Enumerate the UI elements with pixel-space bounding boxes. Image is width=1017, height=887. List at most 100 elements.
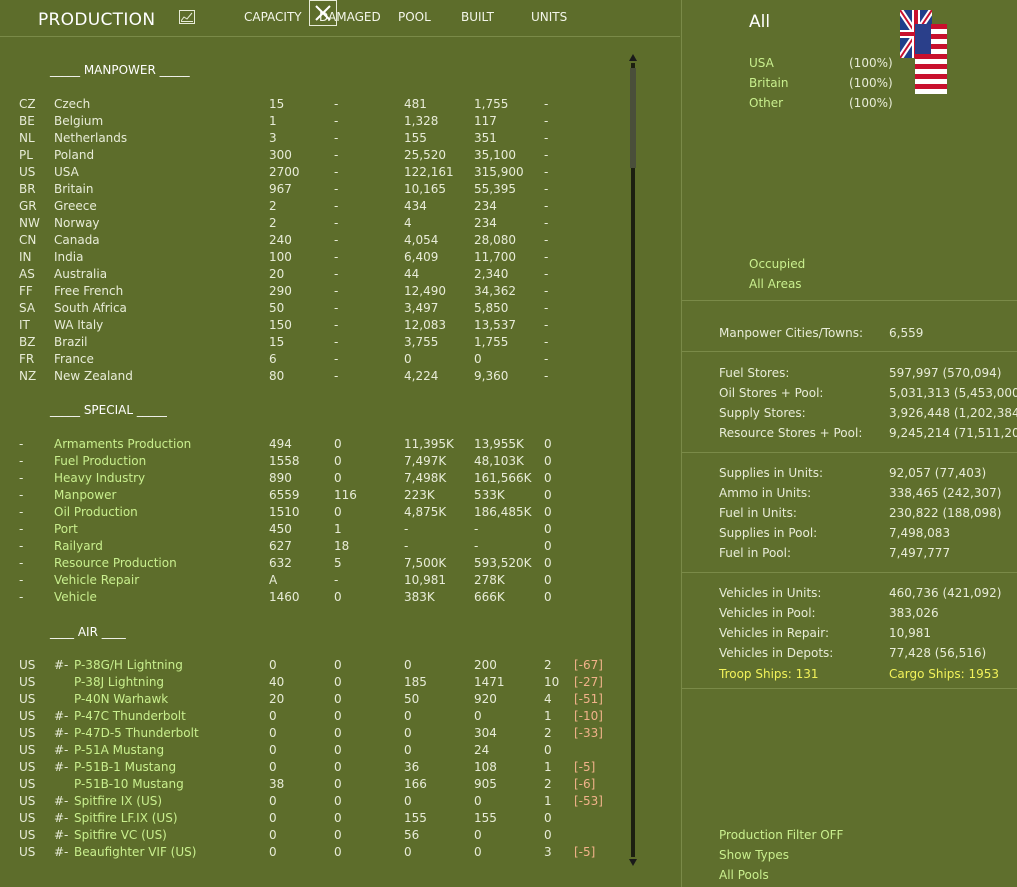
column-header-pool[interactable]: POOL	[398, 10, 431, 24]
table-row[interactable]: US P-40N Warhawk 20 0 50 920 4 [-51]	[0, 691, 626, 708]
table-row[interactable]: BR Britain 967 - 10,165 55,395 -	[0, 181, 626, 198]
units-value: -	[544, 284, 549, 298]
nation-code: CZ	[19, 97, 36, 111]
nation-filter-other[interactable]: Other	[749, 96, 784, 110]
table-row[interactable]: - Oil Production 1510 0 4,875K 186,485K 0	[0, 504, 626, 521]
table-row[interactable]: US #- P-47C Thunderbolt 0 0 0 0 1 [-10]	[0, 708, 626, 725]
production-name-link[interactable]: Oil Production	[54, 505, 138, 519]
table-row[interactable]: US #- Beaufighter VIF (US) 0 0 0 0 3 [-5]	[0, 844, 626, 861]
built-value: 35,100	[474, 148, 516, 162]
table-row[interactable]: PL Poland 300 - 25,520 35,100 -	[0, 147, 626, 164]
damaged-value: 116	[334, 488, 357, 502]
units-value: -	[544, 114, 549, 128]
table-row[interactable]: - Vehicle Repair A - 10,981 278K 0	[0, 572, 626, 589]
table-row[interactable]: CN Canada 240 - 4,054 28,080 -	[0, 232, 626, 249]
table-row[interactable]: US #- P-38G/H Lightning 0 0 0 200 2 [-67]	[0, 657, 626, 674]
table-row[interactable]: - Resource Production 632 5 7,500K 593,520K 0	[0, 555, 626, 572]
close-button[interactable]	[309, 0, 337, 26]
nation-code: BE	[19, 114, 35, 128]
unit-name-link[interactable]: P-47D-5 Thunderbolt	[74, 726, 199, 740]
units-value: 0	[544, 590, 552, 604]
table-row[interactable]: US P-38J Lightning 40 0 185 1471 10 [-27]	[0, 674, 626, 691]
table-row[interactable]: US USA 2700 - 122,161 315,900 -	[0, 164, 626, 181]
table-row[interactable]: US #- P-47D-5 Thunderbolt 0 0 0 304 2 [-33]	[0, 725, 626, 742]
nation-code: US	[19, 811, 36, 825]
table-row[interactable]: - Railyard 627 18 - - 0	[0, 538, 626, 555]
production-filter-toggle[interactable]: Production Filter OFF	[719, 828, 844, 842]
production-name-link[interactable]: Heavy Industry	[54, 471, 146, 485]
table-row[interactable]: FR France 6 - 0 0 -	[0, 351, 626, 368]
filter-all-areas[interactable]: All Areas	[749, 277, 802, 291]
scrollbar-thumb[interactable]	[630, 68, 636, 168]
obsolete-marker: #-	[54, 709, 69, 723]
unit-name-link[interactable]: P-47C Thunderbolt	[74, 709, 186, 723]
production-name-link[interactable]: Vehicle	[54, 590, 97, 604]
chart-icon[interactable]	[179, 10, 195, 24]
table-row[interactable]: US P-51B-10 Mustang 38 0 166 905 2 [-6]	[0, 776, 626, 793]
show-types-toggle[interactable]: Show Types	[719, 848, 790, 862]
column-header-damaged[interactable]: DAMAGED	[319, 10, 381, 24]
scroll-up-arrow-icon[interactable]	[629, 54, 637, 61]
table-row[interactable]: CZ Czech 15 - 481 1,755 -	[0, 96, 626, 113]
table-row[interactable]: NL Netherlands 3 - 155 351 -	[0, 130, 626, 147]
unit-name-link[interactable]: Beaufighter VIF (US)	[74, 845, 197, 859]
table-row[interactable]: US #- Spitfire LF.IX (US) 0 0 155 155 0	[0, 810, 626, 827]
built-value: 5,850	[474, 301, 509, 315]
scroll-down-arrow-icon[interactable]	[629, 859, 637, 866]
units-value: 3	[544, 845, 552, 859]
production-name-link[interactable]: Armaments Production	[54, 437, 192, 451]
unit-name-link[interactable]: Spitfire IX (US)	[74, 794, 163, 808]
unit-name-link[interactable]: P-51A Mustang	[74, 743, 165, 757]
table-row[interactable]: FF Free French 290 - 12,490 34,362 -	[0, 283, 626, 300]
nation-filter-title: All	[749, 12, 771, 32]
table-row[interactable]: IT WA Italy 150 - 12,083 13,537 -	[0, 317, 626, 334]
unit-name-link[interactable]: P-38J Lightning	[74, 675, 165, 689]
unit-name-link[interactable]: P-40N Warhawk	[74, 692, 169, 706]
filter-occupied[interactable]: Occupied	[749, 257, 806, 271]
table-row[interactable]: - Heavy Industry 890 0 7,498K 161,566K 0	[0, 470, 626, 487]
table-row[interactable]: - Manpower 6559 116 223K 533K 0	[0, 487, 626, 504]
list-scrollbar[interactable]	[628, 54, 638, 866]
production-name-link[interactable]: Railyard	[54, 539, 103, 553]
table-row[interactable]: GR Greece 2 - 434 234 -	[0, 198, 626, 215]
unit-name-link[interactable]: Spitfire VC (US)	[74, 828, 167, 842]
column-header-units[interactable]: UNITS	[531, 10, 568, 24]
unit-name-link[interactable]: P-51B-10 Mustang	[74, 777, 184, 791]
column-header-built[interactable]: BUILT	[461, 10, 494, 24]
table-row[interactable]: NZ New Zealand 80 - 4,224 9,360 -	[0, 368, 626, 385]
table-row[interactable]: NW Norway 2 - 4 234 -	[0, 215, 626, 232]
built-value: 0	[474, 794, 482, 808]
table-row[interactable]: - Vehicle 1460 0 383K 666K 0	[0, 589, 626, 606]
unit-name-link[interactable]: Spitfire LF.IX (US)	[74, 811, 178, 825]
scrollbar-track[interactable]	[631, 63, 635, 857]
table-row[interactable]: - Armaments Production 494 0 11,395K 13,955K 0	[0, 436, 626, 453]
all-pools-toggle[interactable]: All Pools	[719, 868, 769, 882]
table-row[interactable]: - Port 450 1 - - 0	[0, 521, 626, 538]
column-header-capacity[interactable]: CAPACITY	[244, 10, 302, 24]
table-row[interactable]: AS Australia 20 - 44 2,340 -	[0, 266, 626, 283]
production-name-link[interactable]: Resource Production	[54, 556, 177, 570]
production-name-link[interactable]: Fuel Production	[54, 454, 147, 468]
production-name-link[interactable]: Manpower	[54, 488, 117, 502]
nation-name: Czech	[54, 97, 91, 111]
table-row[interactable]: US #- P-51B-1 Mustang 0 0 36 108 1 [-5]	[0, 759, 626, 776]
nation-filter-britain[interactable]: Britain	[749, 76, 789, 90]
production-name-link[interactable]: Vehicle Repair	[54, 573, 140, 587]
table-row[interactable]: SA South Africa 50 - 3,497 5,850 -	[0, 300, 626, 317]
nation-filter-usa[interactable]: USA	[749, 56, 774, 70]
table-row[interactable]: IN India 100 - 6,409 11,700 -	[0, 249, 626, 266]
table-row[interactable]: US #- Spitfire IX (US) 0 0 0 0 1 [-53]	[0, 793, 626, 810]
nation-code: US	[19, 658, 36, 672]
table-row[interactable]: BZ Brazil 15 - 3,755 1,755 -	[0, 334, 626, 351]
separator	[682, 351, 1017, 352]
table-row[interactable]: - Fuel Production 1558 0 7,497K 48,103K 0	[0, 453, 626, 470]
table-row[interactable]: BE Belgium 1 - 1,328 117 -	[0, 113, 626, 130]
table-row[interactable]: US #- P-51A Mustang 0 0 0 24 0	[0, 742, 626, 759]
table-row[interactable]: US #- Spitfire VC (US) 0 0 56 0 0	[0, 827, 626, 844]
production-list[interactable]: _____ MANPOWER _____ CZ Czech 15-481 1,755-…	[0, 37, 626, 867]
unit-name-link[interactable]: P-38G/H Lightning	[74, 658, 183, 672]
nation-code: BZ	[19, 335, 36, 349]
production-name-link[interactable]: Port	[54, 522, 78, 536]
stat-label: Fuel in Pool:	[719, 546, 792, 560]
unit-name-link[interactable]: P-51B-1 Mustang	[74, 760, 177, 774]
